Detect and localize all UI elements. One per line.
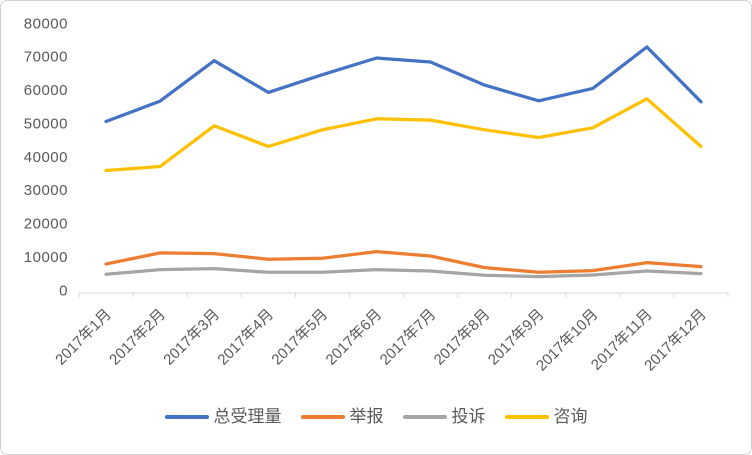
y-axis-tick-label: 70000 bbox=[24, 49, 68, 66]
x-axis-tick-label: 2017年6月 bbox=[323, 306, 386, 369]
y-axis-tick-label: 60000 bbox=[24, 82, 68, 99]
legend-line-swatch-complaints bbox=[402, 414, 447, 419]
x-axis-tick-label: 2017年8月 bbox=[431, 306, 494, 369]
legend-line-swatch-consultations bbox=[504, 414, 549, 419]
series-line-total bbox=[104, 45, 703, 124]
x-axis-tick-label: 2017年2月 bbox=[106, 306, 169, 369]
x-axis-tick-label: 2017年4月 bbox=[214, 306, 277, 369]
series-line-consultations bbox=[104, 97, 703, 173]
y-axis-tick-label: 40000 bbox=[24, 149, 68, 166]
x-axis-tick-label: 2017年3月 bbox=[160, 306, 223, 369]
x-axis-tick-label: 2017年5月 bbox=[268, 306, 331, 369]
y-axis-tick-label: 10000 bbox=[24, 249, 68, 266]
series-line-complaints bbox=[104, 266, 703, 279]
legend-item-consultations: 咨询 bbox=[504, 407, 588, 426]
legend-item-complaints: 投诉 bbox=[402, 407, 486, 426]
legend-item-total: 总受理量 bbox=[164, 407, 282, 426]
y-axis-tick-label: 80000 bbox=[24, 15, 68, 32]
series-line-reports bbox=[104, 249, 703, 274]
x-axis-tick-label: 2017年7月 bbox=[377, 306, 440, 369]
legend-label-consultations: 咨询 bbox=[553, 407, 588, 426]
y-axis-tick-label: 30000 bbox=[24, 182, 68, 199]
chart-legend: 总受理量 举报 投诉 咨询 bbox=[1, 408, 751, 425]
legend-label-total: 总受理量 bbox=[213, 407, 282, 426]
y-axis-tick-label: 20000 bbox=[24, 216, 68, 233]
legend-line-swatch-total bbox=[164, 414, 209, 419]
x-axis-tick-label: 2017年1月 bbox=[52, 306, 115, 369]
y-axis-tick-label: 50000 bbox=[24, 115, 68, 132]
legend-label-complaints: 投诉 bbox=[451, 407, 486, 426]
legend-line-swatch-reports bbox=[300, 414, 345, 419]
legend-label-reports: 举报 bbox=[349, 407, 384, 426]
y-axis-tick-label: 0 bbox=[59, 282, 68, 299]
legend-item-reports: 举报 bbox=[300, 407, 384, 426]
